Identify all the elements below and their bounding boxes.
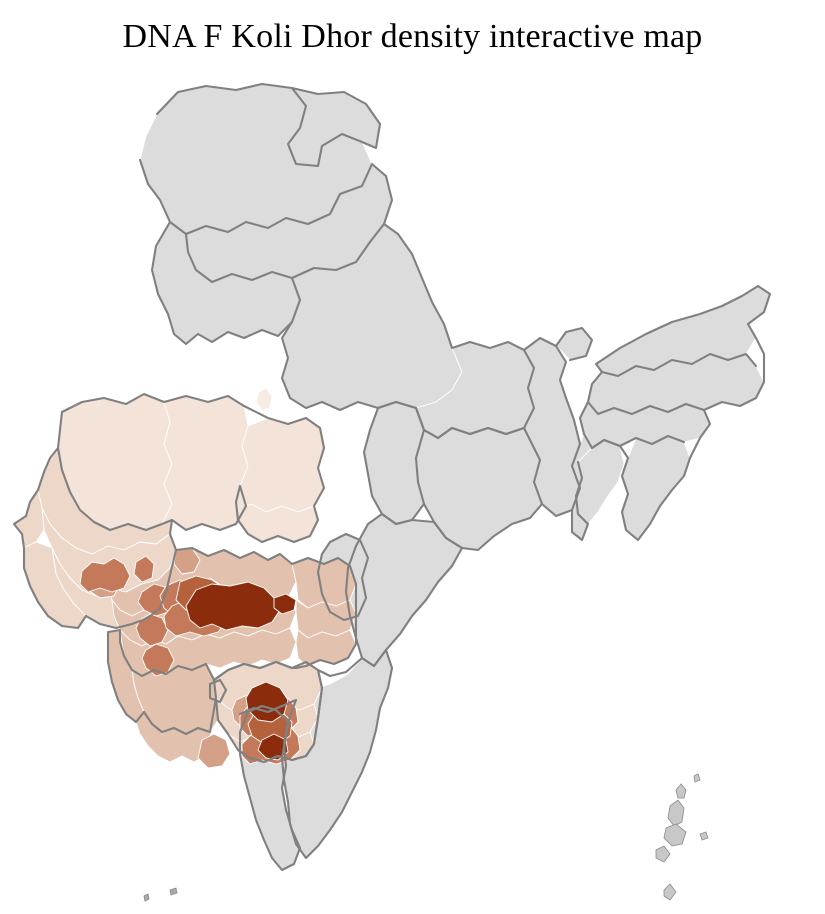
state-border [138, 158, 302, 346]
state-border [238, 704, 302, 872]
state-border [590, 434, 686, 450]
district-region[interactable] [133, 555, 155, 583]
state-border [600, 352, 758, 378]
state-border [554, 326, 594, 362]
state-border [12, 446, 178, 630]
district-region[interactable] [239, 417, 325, 513]
map-svg[interactable] [0, 72, 825, 914]
page-title: DNA F Koli Dhor density interactive map [122, 18, 703, 55]
state-border [344, 512, 464, 668]
andaman-nicobar-islands[interactable] [655, 773, 724, 914]
district-region[interactable] [621, 435, 691, 541]
state-border [56, 392, 326, 544]
state-border [184, 162, 394, 280]
state-border [155, 82, 382, 168]
lakshadweep-islands[interactable] [143, 887, 178, 914]
district-region[interactable] [273, 593, 297, 615]
district-region[interactable] [197, 733, 231, 769]
state-border [570, 460, 590, 542]
district-region[interactable] [135, 613, 169, 647]
district-region[interactable] [79, 557, 131, 593]
state-borders-group [12, 82, 772, 872]
level7-districts-group [185, 581, 297, 761]
india-choropleth-map[interactable] [0, 72, 825, 914]
level1-districts-group [57, 387, 325, 543]
district-region[interactable] [185, 581, 281, 631]
district-region[interactable] [295, 629, 357, 667]
district-region[interactable] [161, 395, 249, 531]
state-border [316, 532, 370, 622]
state-border [422, 426, 544, 552]
state-border [208, 678, 228, 704]
state-border [362, 400, 426, 526]
district-region[interactable] [13, 489, 45, 549]
district-region[interactable] [255, 387, 273, 411]
state-border [586, 400, 706, 416]
